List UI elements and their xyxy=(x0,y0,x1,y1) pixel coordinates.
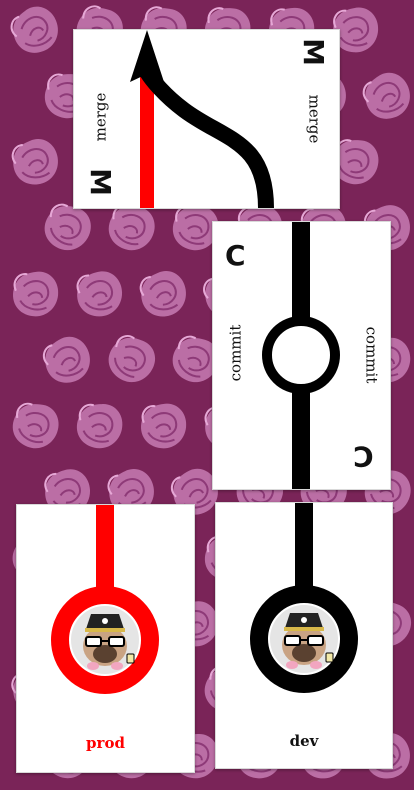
prod-branch-icon xyxy=(51,505,159,694)
rose-tile-icon xyxy=(100,328,164,392)
card-label-left: commit xyxy=(226,324,245,382)
rose-tile-icon xyxy=(72,267,127,321)
card-label-left: merge xyxy=(91,92,110,142)
commit-node xyxy=(262,316,340,394)
rose-tile-icon xyxy=(134,265,193,323)
rose-tile-icon xyxy=(11,270,61,319)
rose-tile-icon xyxy=(356,64,414,128)
merge-arrow-icon xyxy=(130,30,274,208)
rose-tile-icon xyxy=(139,402,189,451)
rose-tile-icon xyxy=(6,133,65,191)
dev-branch-icon xyxy=(250,503,358,693)
card-corner-letter-bottom-right: C xyxy=(353,440,374,473)
rose-tile-icon xyxy=(74,400,126,452)
branch-label-dev: dev xyxy=(289,732,319,750)
arrow-head xyxy=(130,30,164,82)
dev-card[interactable]: dev xyxy=(215,502,393,769)
pug-pirate-avatar-icon xyxy=(270,605,338,673)
card-corner-letter-bottom-left: M xyxy=(83,168,117,196)
rose-tile-icon xyxy=(36,329,99,391)
branch-label-prod: prod xyxy=(86,734,125,752)
rose-tile-icon xyxy=(7,398,64,454)
prod-card[interactable]: prod xyxy=(16,504,195,773)
commit-node-icon xyxy=(262,222,340,489)
card-corner-letter-top-right: M xyxy=(296,38,330,66)
pug-pirate-avatar-icon xyxy=(71,606,139,674)
rose-tile-icon xyxy=(3,0,68,62)
merge-card[interactable]: M M merge merge xyxy=(73,29,340,209)
card-corner-letter-top-left: C xyxy=(225,239,246,272)
card-label-right: commit xyxy=(362,326,381,384)
card-label-right: merge xyxy=(305,94,324,144)
commit-card[interactable]: C C commit commit xyxy=(212,221,391,490)
merging-branch-line xyxy=(139,64,274,208)
